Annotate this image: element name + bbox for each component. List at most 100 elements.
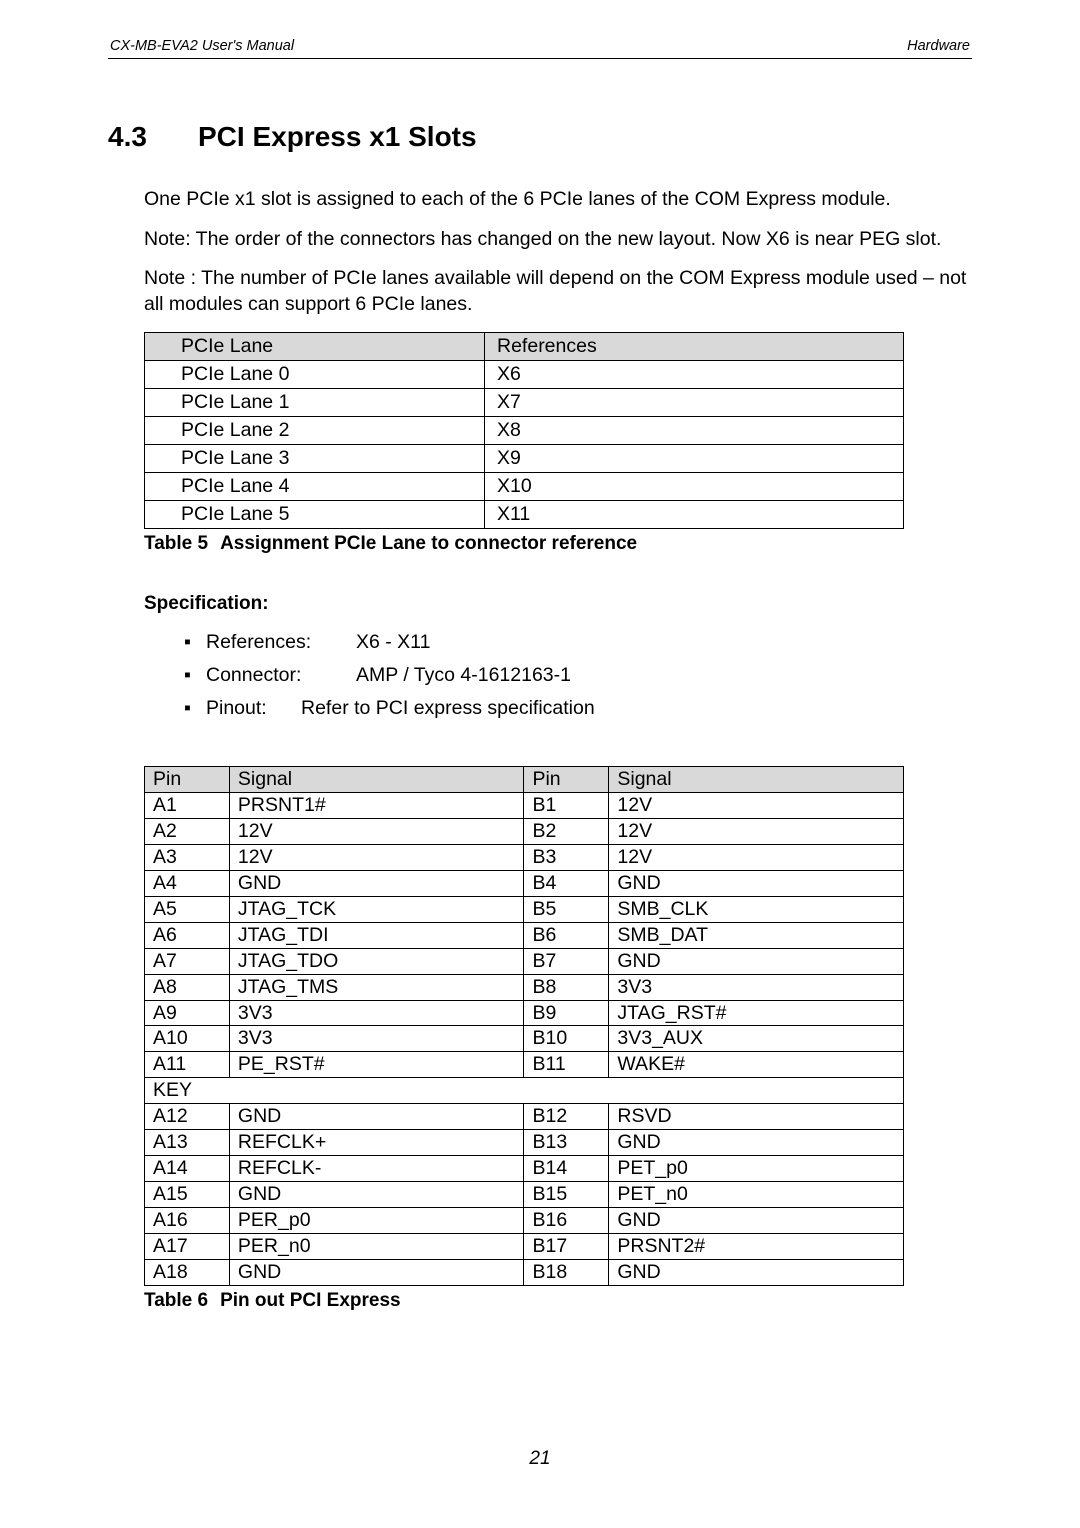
table-cell: PCIe Lane 3	[145, 444, 485, 472]
table-row: PCIe Lane 3X9	[145, 444, 904, 472]
table-cell: 3V3_AUX	[609, 1026, 904, 1052]
section-title: 4.3PCI Express x1 Slots	[108, 121, 972, 153]
bullet-icon: ▪	[184, 664, 206, 687]
table-cell: JTAG_TDO	[229, 948, 524, 974]
table-cell: A8	[145, 974, 230, 1000]
table-cell: A14	[145, 1156, 230, 1182]
table-row: PCIe Lane 0X6	[145, 360, 904, 388]
spec-label: Connector:	[206, 664, 356, 687]
table-row: PCIe Lane 5X11	[145, 500, 904, 528]
t5-h1: PCIe Lane	[145, 332, 485, 360]
t6-h3: Pin	[524, 766, 609, 792]
t6-h4: Signal	[609, 766, 904, 792]
table-cell: B10	[524, 1026, 609, 1052]
table-cell: GND	[229, 1260, 524, 1286]
table-6-caption: Table 6Pin out PCI Express	[144, 1290, 972, 1312]
table-row: A15GNDB15PET_n0	[145, 1182, 904, 1208]
t5-caption-label: Table 5	[144, 533, 208, 554]
table-row: A103V3B103V3_AUX	[145, 1026, 904, 1052]
table-cell: 12V	[609, 818, 904, 844]
table-row: A8JTAG_TMSB83V3	[145, 974, 904, 1000]
table-row-key: KEY	[145, 1078, 904, 1104]
t6-h2: Signal	[229, 766, 524, 792]
para-2: Note: The order of the connectors has ch…	[144, 227, 972, 253]
table-cell: JTAG_TCK	[229, 896, 524, 922]
table-cell: GND	[609, 870, 904, 896]
table-cell: PCIe Lane 2	[145, 416, 485, 444]
table-cell: B8	[524, 974, 609, 1000]
table-cell: A9	[145, 1000, 230, 1026]
t5-caption-text: Assignment PCIe Lane to connector refere…	[220, 533, 637, 554]
table-cell: PCIe Lane 5	[145, 500, 485, 528]
table-cell: WAKE#	[609, 1052, 904, 1078]
table-cell: SMB_CLK	[609, 896, 904, 922]
table-cell: PER_n0	[229, 1234, 524, 1260]
table-cell: A16	[145, 1208, 230, 1234]
table-cell: RSVD	[609, 1104, 904, 1130]
table-cell: GND	[609, 1130, 904, 1156]
table-cell: PCIe Lane 0	[145, 360, 485, 388]
table-cell: X11	[485, 500, 904, 528]
table-cell: B16	[524, 1208, 609, 1234]
header-left: CX-MB-EVA2 User's Manual	[110, 38, 294, 54]
table-row: A5JTAG_TCKB5SMB_CLK	[145, 896, 904, 922]
spec-value: AMP / Tyco 4-1612163-1	[356, 664, 571, 686]
table-cell: X6	[485, 360, 904, 388]
table-cell: B15	[524, 1182, 609, 1208]
table-cell: 12V	[609, 792, 904, 818]
table-cell: X7	[485, 388, 904, 416]
table-cell: A5	[145, 896, 230, 922]
table-cell: B9	[524, 1000, 609, 1026]
table-cell: PET_n0	[609, 1182, 904, 1208]
table-cell: GND	[229, 1104, 524, 1130]
table-cell: B12	[524, 1104, 609, 1130]
table-cell: GND	[229, 1182, 524, 1208]
table-cell: PE_RST#	[229, 1052, 524, 1078]
table-cell: 3V3	[609, 974, 904, 1000]
table-cell: GND	[229, 870, 524, 896]
table-row: A212VB212V	[145, 818, 904, 844]
table-row: A1PRSNT1#B112V	[145, 792, 904, 818]
table-cell: REFCLK-	[229, 1156, 524, 1182]
table-cell: B6	[524, 922, 609, 948]
table-cell: JTAG_TMS	[229, 974, 524, 1000]
table-cell: PET_p0	[609, 1156, 904, 1182]
header-rule	[108, 58, 972, 59]
para-3: Note : The number of PCIe lanes availabl…	[144, 266, 972, 317]
table-cell: A6	[145, 922, 230, 948]
spec-label: Pinout:	[206, 697, 301, 720]
table-row: PCIe Lane 1X7	[145, 388, 904, 416]
specification-heading: Specification:	[144, 593, 972, 615]
table-row: A16PER_p0B16GND	[145, 1208, 904, 1234]
table-row: A4GNDB4GND	[145, 870, 904, 896]
table-cell: PCIe Lane 4	[145, 472, 485, 500]
table-row: PCIe Lane 4X10	[145, 472, 904, 500]
page-header: CX-MB-EVA2 User's Manual Hardware	[108, 38, 972, 58]
table-cell: 12V	[229, 818, 524, 844]
table-cell: B11	[524, 1052, 609, 1078]
table-cell: B17	[524, 1234, 609, 1260]
table-cell: B7	[524, 948, 609, 974]
table-cell: B14	[524, 1156, 609, 1182]
table-cell: 12V	[229, 844, 524, 870]
table-row: A6JTAG_TDIB6SMB_DAT	[145, 922, 904, 948]
table-cell: A17	[145, 1234, 230, 1260]
table-row: A18GNDB18GND	[145, 1260, 904, 1286]
table-cell: A15	[145, 1182, 230, 1208]
table-cell: PRSNT1#	[229, 792, 524, 818]
table-cell: JTAG_TDI	[229, 922, 524, 948]
table-cell: 12V	[609, 844, 904, 870]
table-cell: A13	[145, 1130, 230, 1156]
t5-h2: References	[485, 332, 904, 360]
table-cell: X8	[485, 416, 904, 444]
table-cell: B13	[524, 1130, 609, 1156]
table-row: A14REFCLK-B14PET_p0	[145, 1156, 904, 1182]
table-cell: A4	[145, 870, 230, 896]
list-item: ▪References:X6 - X11	[184, 631, 972, 654]
list-item: ▪Pinout:Refer to PCI express specificati…	[184, 697, 972, 720]
bullet-icon: ▪	[184, 631, 206, 654]
table-cell: A12	[145, 1104, 230, 1130]
table-cell: A18	[145, 1260, 230, 1286]
t6-caption-text: Pin out PCI Express	[220, 1290, 401, 1311]
table-cell: X10	[485, 472, 904, 500]
